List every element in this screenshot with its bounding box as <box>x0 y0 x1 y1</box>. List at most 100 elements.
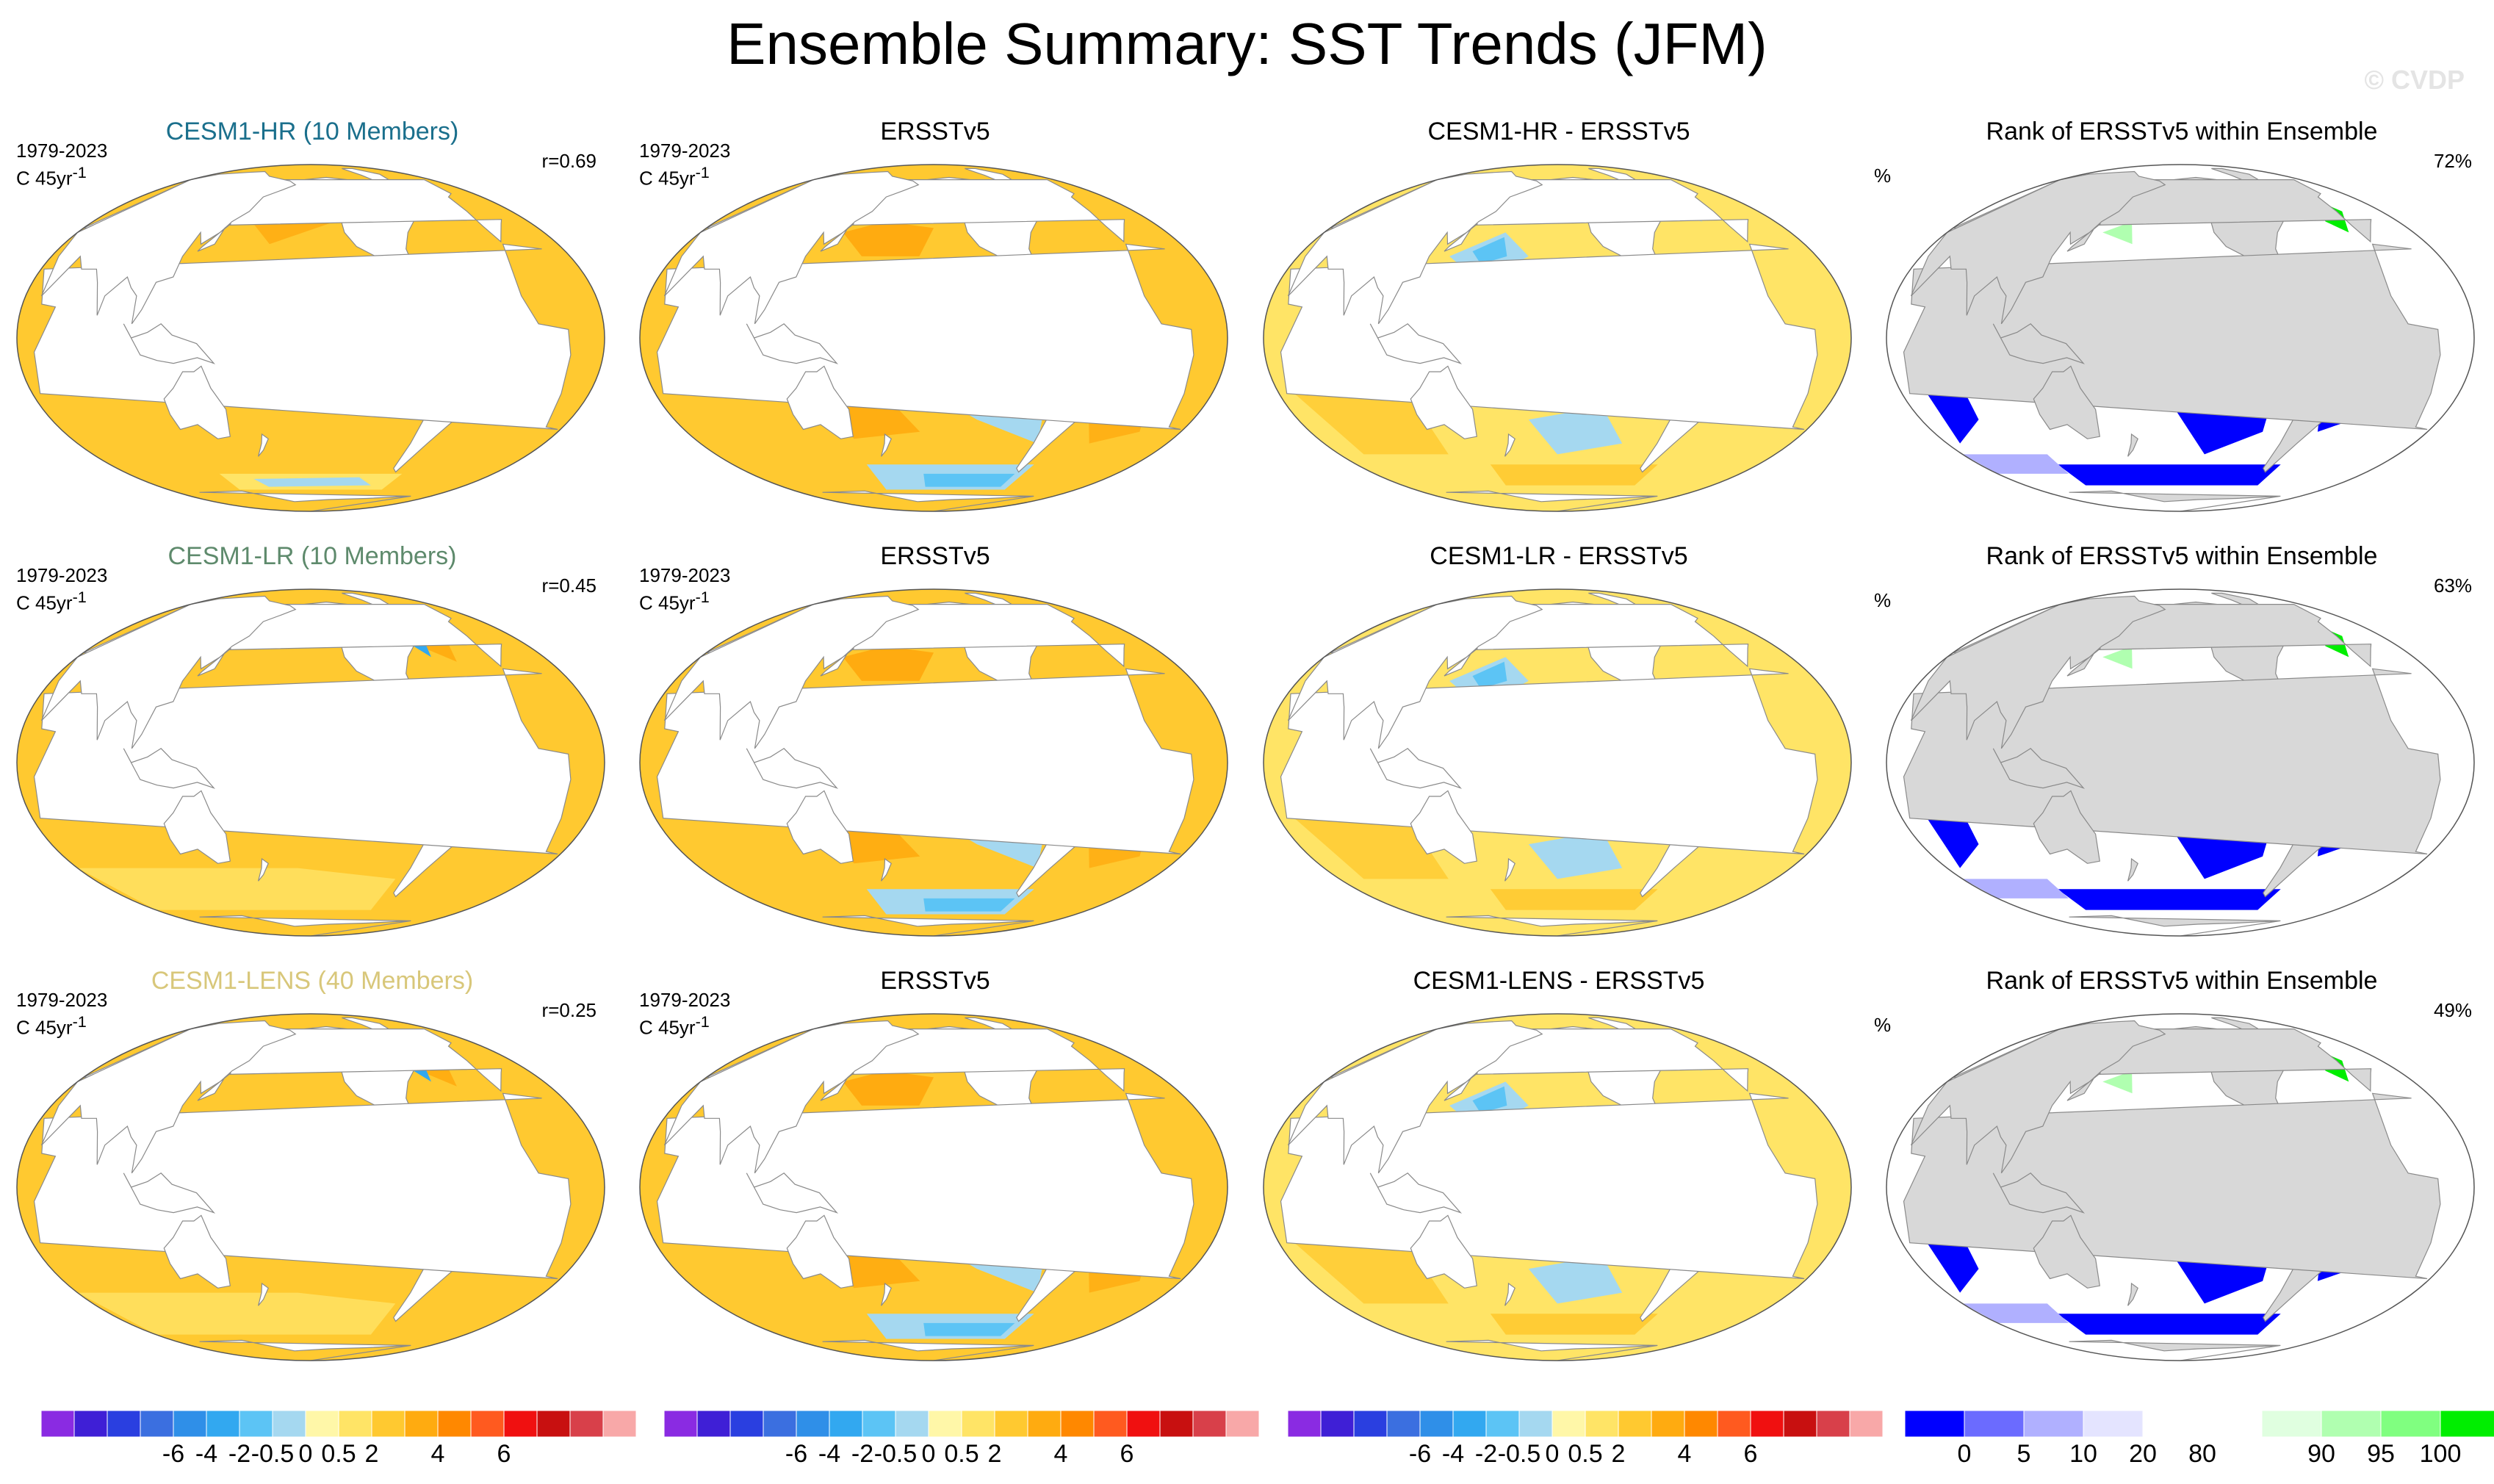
period-label: 1979-2023 C 45yr-1 <box>639 140 731 190</box>
period-label: 1979-2023 C 45yr-1 <box>16 140 108 190</box>
colorbar-swatch <box>536 1410 571 1438</box>
land-antarctica <box>199 1339 411 1361</box>
colorbar-rank: 0 5 10 20 80 90 95 100 <box>1904 1409 2494 1478</box>
sst-map <box>639 1013 1228 1361</box>
map-layers <box>1264 165 1851 511</box>
trend-region <box>77 1292 396 1335</box>
colorbar-tick-label: 0 <box>921 1440 936 1468</box>
colorbar-swatch <box>1651 1410 1685 1438</box>
land-nz <box>2127 433 2138 457</box>
colorbar-swatch <box>1684 1410 1718 1438</box>
cvdp-watermark: © CVDP <box>2364 65 2465 95</box>
colorbar-tick-label: 20 <box>2129 1440 2157 1468</box>
land-asia <box>1287 595 1543 749</box>
panel-model-row-0: CESM1-HR (10 Members) 1979-2023 C 45yr-1 … <box>0 118 624 544</box>
land-nz <box>1504 857 1515 882</box>
colorbar-tick-label: 4 <box>1677 1440 1692 1468</box>
panel-title: CESM1-LR (10 Members) <box>167 542 457 570</box>
panel-model-row-1: CESM1-LR (10 Members) 1979-2023 C 45yr-1 … <box>0 542 624 968</box>
land-asia <box>1910 170 2166 325</box>
colorbar-swatch <box>107 1410 141 1438</box>
colorbar-swatches <box>663 1410 1260 1438</box>
land-australia <box>1410 1214 1477 1289</box>
colorbar-swatch <box>2023 1410 2084 1438</box>
land-indonesia <box>1992 1173 2086 1214</box>
colorbar-swatch <box>404 1410 439 1438</box>
colorbar-tick-label: 0 <box>1957 1440 1972 1468</box>
land-asia <box>1910 595 2166 749</box>
percent-symbol: % <box>1874 1014 1892 1036</box>
land-africa <box>656 1092 1194 1280</box>
colorbar-tick-label: -0.5 <box>251 1440 295 1468</box>
land-japan <box>197 223 231 252</box>
colorbar-swatch <box>1060 1410 1095 1438</box>
colorbar-swatch <box>1849 1410 1884 1438</box>
colorbar-swatch <box>2321 1410 2382 1438</box>
land-antarctica <box>2069 915 2281 936</box>
colorbar-swatch <box>763 1410 797 1438</box>
colorbar-swatch <box>305 1410 339 1438</box>
colorbar-tick-label: -2 <box>1474 1440 1498 1468</box>
correlation-label: r=0.25 <box>541 999 597 1021</box>
map-layers <box>1886 589 2474 936</box>
colorbar-swatches <box>1287 1410 1884 1438</box>
colorbar-swatch <box>1618 1410 1652 1438</box>
land-japan <box>2066 648 2101 677</box>
trend-region <box>1962 879 2069 898</box>
colorbar-swatches <box>40 1410 637 1438</box>
panel-diff-row-2: CESM1-LENS - ERSSTv5 <box>1247 967 1871 1393</box>
land-asia <box>1287 170 1543 325</box>
map-outline <box>1886 164 2475 512</box>
period-label: 1979-2023 C 45yr-1 <box>639 989 731 1039</box>
land-asia <box>663 170 920 325</box>
sst-map <box>16 164 605 512</box>
colorbar-swatch <box>1816 1410 1850 1438</box>
colorbar-tick-label: 2 <box>364 1440 379 1468</box>
land-australia <box>163 365 231 439</box>
trend-region <box>1528 406 1623 455</box>
panel-title: Rank of ERSSTv5 within Ensemble <box>1986 967 2378 995</box>
land-antarctica <box>2069 1339 2281 1361</box>
colorbar-tick-label: -0.5 <box>873 1440 918 1468</box>
colorbar-swatch <box>696 1410 731 1438</box>
trend-region <box>1962 454 2069 474</box>
trend-region <box>2102 1070 2133 1094</box>
colorbar-tick-label: 0.5 <box>321 1440 356 1468</box>
land-indonesia <box>1369 323 1463 364</box>
land-australia <box>2033 790 2100 864</box>
trend-region <box>843 646 934 681</box>
map-outline <box>639 1013 1228 1361</box>
panel-title: CESM1-LENS (40 Members) <box>151 967 474 995</box>
land-indonesia <box>746 323 839 364</box>
land-africa <box>1280 1092 1818 1280</box>
land-asia <box>1910 1020 2166 1174</box>
land-japan <box>820 648 854 677</box>
colorbar-tick-label: 0.5 <box>1568 1440 1603 1468</box>
land-africa <box>1903 243 2441 431</box>
colorbar-tick-label: -2 <box>228 1440 251 1468</box>
period-label: 1979-2023 C 45yr-1 <box>16 564 108 614</box>
panel-rank-row-0: Rank of ERSSTv5 within Ensemble % 72% <box>1870 118 2494 544</box>
map-outline <box>1263 588 1852 937</box>
colorbar-swatch <box>239 1410 273 1438</box>
colorbar-tick-label: 4 <box>1053 1440 1068 1468</box>
colorbar-swatch <box>569 1410 604 1438</box>
land-australia <box>1410 365 1477 439</box>
land-australia <box>1410 790 1477 864</box>
land-antarctica <box>2069 490 2281 511</box>
map-outline <box>639 588 1228 937</box>
land-australia <box>786 1214 854 1289</box>
land-asia <box>663 1020 920 1174</box>
colorbar-swatches <box>1904 1410 2494 1438</box>
colorbar-tick-label: 0 <box>298 1440 313 1468</box>
colorbar-swatch <box>663 1410 698 1438</box>
trend-region <box>1962 1303 2069 1323</box>
land-nz <box>881 1282 892 1306</box>
panel-obs-row-2: ERSSTv5 1979-2023 C 45yr-1 <box>623 967 1247 1393</box>
colorbar-swatch <box>1353 1410 1388 1438</box>
panel-title: CESM1-LR - ERSSTv5 <box>1430 542 1688 570</box>
land-japan <box>197 1073 231 1101</box>
colorbar-tick-label: 10 <box>2069 1440 2097 1468</box>
colorbar-swatch <box>1750 1410 1784 1438</box>
sst-map <box>16 588 605 937</box>
